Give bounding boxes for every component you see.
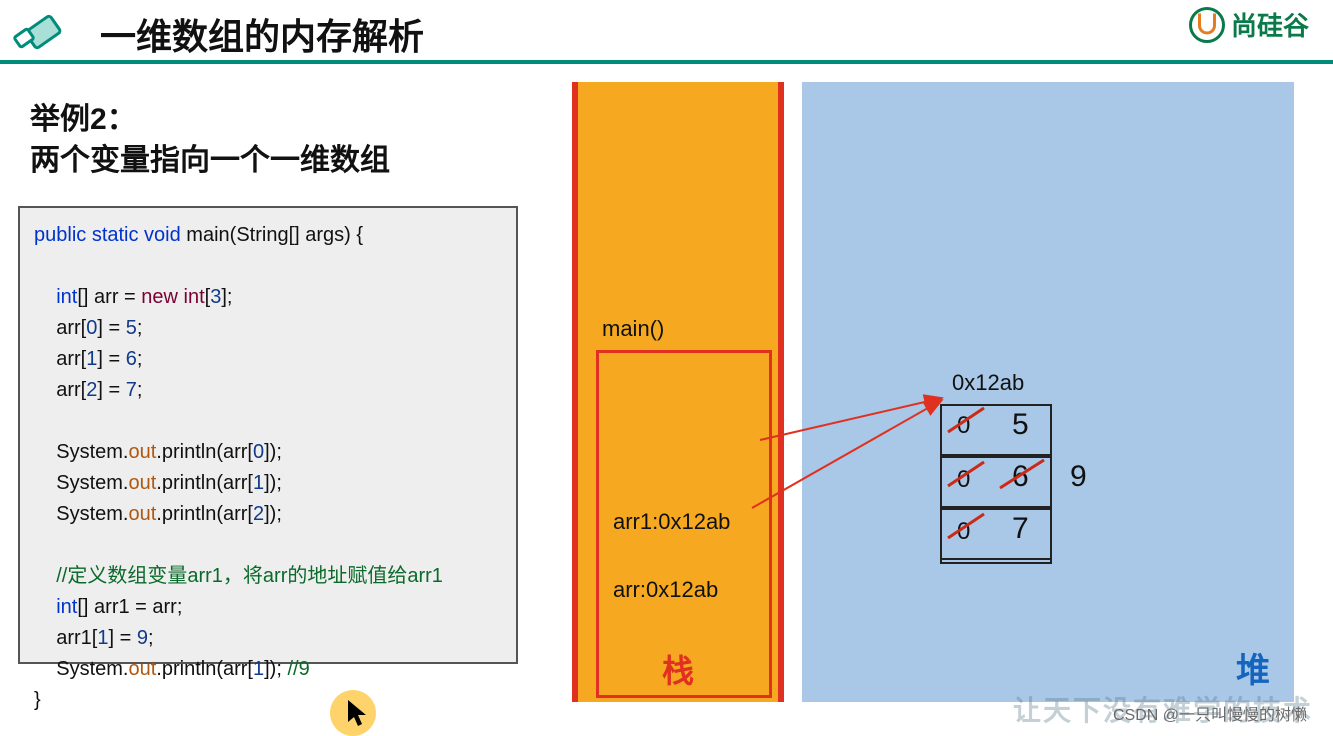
code-num: 0 [253, 441, 264, 463]
code-text: System. [56, 658, 128, 680]
example-heading: 举例2： 两个变量指向一个一维数组 [30, 100, 390, 181]
code-num: 1 [97, 627, 108, 649]
cursor-icon [348, 700, 370, 728]
stack-label: 栈 [578, 646, 778, 692]
code-kw: new int [141, 286, 204, 308]
code-num: 9 [137, 627, 148, 649]
code-num: 1 [86, 348, 97, 370]
slide-header: 一维数组的内存解析 尚硅谷 [0, 0, 1333, 64]
code-text: System. [56, 441, 128, 463]
code-text: [] arr1 = arr; [77, 596, 182, 618]
code-num: 1 [253, 658, 264, 680]
brand: 尚硅谷 [1189, 6, 1309, 43]
code-text: ; [137, 317, 143, 339]
heap-region: 0x12ab 0 0 0 5 6 7 9 堆 [802, 82, 1294, 702]
code-text: ]); [264, 472, 282, 494]
code-text: System. [56, 472, 128, 494]
code-field: out [128, 503, 156, 525]
example-heading-line1: 举例2： [30, 100, 390, 141]
code-text: arr[ [56, 379, 86, 401]
example-heading-line2: 两个变量指向一个一维数组 [30, 141, 390, 182]
code-text: ; [148, 627, 154, 649]
stack-var-arr1: arr1:0x12ab [613, 509, 730, 535]
heap-address: 0x12ab [952, 370, 1024, 396]
code-text: ]); [264, 658, 282, 680]
code-kw: int [56, 286, 77, 308]
code-num: 5 [126, 317, 137, 339]
code-text: ] = [97, 348, 125, 370]
new-val-1: 6 [1012, 460, 1029, 494]
slide-title: 一维数组的内存解析 [100, 8, 424, 60]
code-text: ; [137, 379, 143, 401]
stack-region: main() arr1:0x12ab arr:0x12ab 栈 [572, 82, 784, 702]
code-num: 0 [86, 317, 97, 339]
code-field: out [128, 658, 156, 680]
code-comment: //9 [282, 658, 310, 680]
old-val-0: 0 [957, 412, 970, 440]
code-text: arr1[ [56, 627, 97, 649]
new-val-2: 7 [1012, 512, 1029, 546]
stack-main-label: main() [602, 316, 664, 342]
code-num: 2 [253, 503, 264, 525]
old-val-1: 0 [957, 466, 970, 494]
code-text: ]); [264, 441, 282, 463]
code-kw: int [56, 596, 77, 618]
watermark-csdn: CSDN @一只叫慢慢的树懒 [1113, 701, 1307, 725]
code-text: arr[ [56, 348, 86, 370]
stack-var-arr: arr:0x12ab [613, 577, 718, 603]
code-block: public static void main(String[] args) {… [18, 206, 518, 664]
brand-text: 尚硅谷 [1231, 6, 1309, 43]
code-num: 6 [126, 348, 137, 370]
code-text: main(String[] args) { [181, 224, 363, 246]
code-text: .println(arr[ [156, 441, 253, 463]
override-val: 9 [1070, 460, 1087, 494]
code-text: [] arr = [77, 286, 141, 308]
code-kw: public static void [34, 224, 181, 246]
brand-logo-icon [1189, 7, 1225, 43]
code-text: } [34, 689, 41, 711]
code-num: 7 [126, 379, 137, 401]
code-field: out [128, 441, 156, 463]
code-text: .println(arr[ [156, 658, 253, 680]
code-text: ]); [264, 503, 282, 525]
new-val-0: 5 [1012, 408, 1029, 442]
code-text: ] = [97, 379, 125, 401]
code-num: 2 [86, 379, 97, 401]
code-text: .println(arr[ [156, 472, 253, 494]
code-text: ; [137, 348, 143, 370]
code-text: ] = [97, 317, 125, 339]
code-text: System. [56, 503, 128, 525]
code-num: 3 [210, 286, 221, 308]
code-comment: //定义数组变量arr1，将arr的地址赋值给arr1 [56, 565, 443, 587]
code-field: out [128, 472, 156, 494]
eraser-icon [10, 2, 70, 62]
old-val-2: 0 [957, 518, 970, 546]
code-text: ] = [108, 627, 136, 649]
code-num: 1 [253, 472, 264, 494]
code-text: .println(arr[ [156, 503, 253, 525]
heap-label: 堆 [1236, 643, 1270, 692]
code-text: arr[ [56, 317, 86, 339]
